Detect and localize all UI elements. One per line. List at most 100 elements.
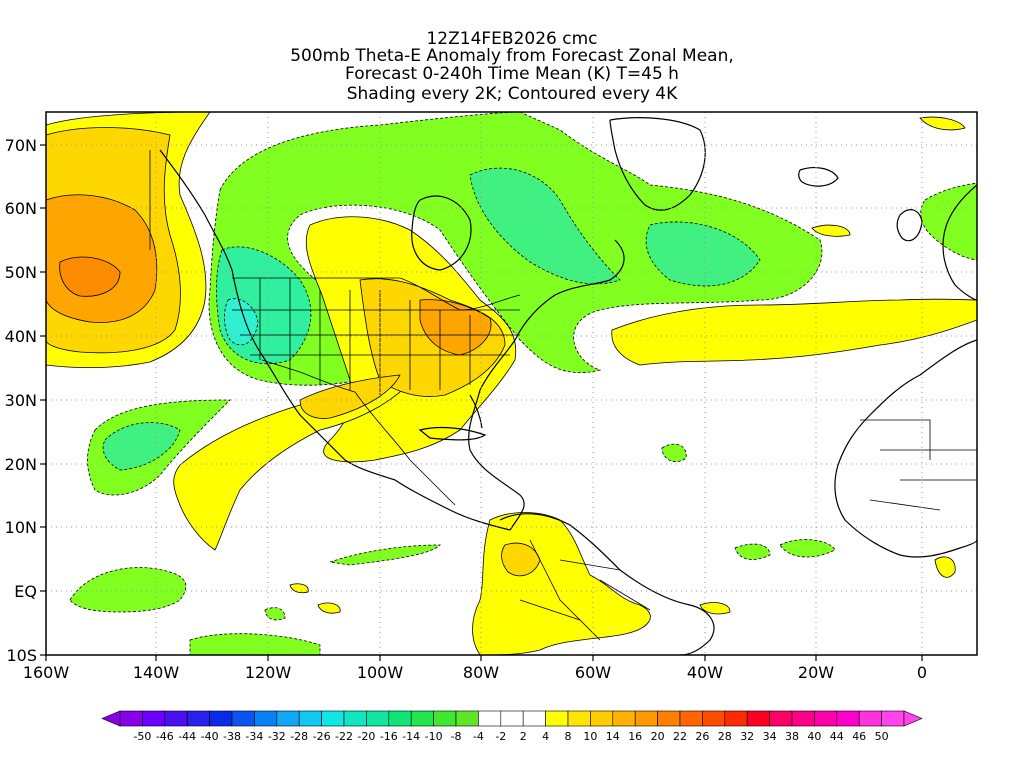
x-axis-labels: 160W 140W 120W 100W 80W 60W 40W 20W 0 [23, 663, 927, 682]
title-line-4: Shading every 2K; Contoured every 4K [347, 84, 678, 104]
plot-frame [45, 111, 978, 656]
colorbar-swatch [657, 710, 681, 727]
orange-region-eastern-us [419, 299, 492, 356]
colorbar [101, 710, 923, 727]
yellow-region-pacific-small-2 [317, 602, 341, 614]
colorbar-label: -34 [245, 730, 263, 743]
green-region-atlantic-1 [734, 543, 771, 560]
colorbar-swatch [545, 710, 569, 727]
colorbar-label: 14 [606, 730, 620, 743]
colorbar-swatch [858, 710, 882, 727]
colorbar-label: 50 [875, 730, 889, 743]
axis-ticks [40, 144, 923, 661]
yellow-region-west-africa [934, 556, 956, 578]
coastline-iceland [798, 167, 839, 187]
green-region-atlantic-2 [779, 539, 836, 558]
cyan-core-pacific-sub [102, 422, 181, 471]
colorbar-label: 4 [542, 730, 549, 743]
coastline-europe [942, 184, 977, 301]
colorbar-label: -16 [380, 730, 398, 743]
green-region-pacific-equator [69, 567, 187, 613]
colorbar-swatch [702, 710, 726, 727]
yellow-region-pacific-small [289, 583, 309, 594]
colorbar-swatch [769, 710, 793, 727]
y-tick-label: 60N [5, 199, 37, 218]
y-tick-label: 50N [5, 263, 37, 282]
dark-orange-core-north-pacific [59, 256, 121, 297]
colorbar-label: -4 [473, 730, 484, 743]
x-tick-label: 20W [798, 663, 834, 682]
colorbar-label: -38 [223, 730, 241, 743]
y-tick-label: EQ [14, 582, 37, 601]
colorbar-label: 22 [673, 730, 687, 743]
coastline-south-america [499, 513, 715, 655]
coastline-uk [896, 209, 923, 242]
colorbar-label: -46 [156, 730, 174, 743]
colorbar-label: -8 [451, 730, 462, 743]
colorbar-swatch [410, 710, 434, 727]
colorbar-swatch [836, 710, 860, 727]
colorbar-swatch [567, 710, 591, 727]
green-region-south-pacific-2 [264, 607, 286, 621]
yellow-region-subtropical-band [173, 369, 422, 551]
colorbar-swatch [142, 710, 166, 727]
colorbar-swatch [455, 710, 479, 727]
x-tick-label: 140W [133, 663, 180, 682]
colorbar-label: -32 [268, 730, 286, 743]
x-tick-label: 100W [357, 663, 404, 682]
colorbar-label: 10 [583, 730, 597, 743]
y-tick-label: 30N [5, 391, 37, 410]
colorbar-label: 32 [740, 730, 754, 743]
y-tick-label: 40N [5, 327, 37, 346]
border-us-mexico [261, 359, 356, 393]
x-tick-label: 0 [917, 663, 927, 682]
border-africa-countries [860, 419, 977, 511]
colorbar-arrow-left [101, 710, 121, 727]
x-tick-label: 120W [245, 663, 292, 682]
colorbar-label: -14 [402, 730, 420, 743]
colorbar-swatch [433, 710, 457, 727]
cyan-core-canada [469, 167, 621, 285]
colorbar-swatch [343, 710, 367, 727]
map-plot-area [46, 112, 977, 655]
border-mexico-central [354, 391, 456, 506]
colorbar-swatch [500, 710, 524, 727]
colorbar-swatch [814, 710, 838, 727]
yellow-region-greenland-patch [811, 224, 851, 237]
x-tick-label: 160W [23, 663, 70, 682]
graticule [46, 112, 977, 655]
colorbar-swatch [388, 710, 412, 727]
yellow-region-atlantic-east [611, 298, 977, 366]
colorbar-swatch [522, 710, 546, 727]
colorbar-label: 20 [651, 730, 665, 743]
colorbar-label: 2 [520, 730, 527, 743]
gold-region-south-america [501, 542, 541, 577]
green-region-south-pacific-1 [189, 633, 321, 655]
y-axis-labels: 70N 60N 50N 40N 30N 20N 10N EQ 10S [5, 136, 37, 665]
coastline-cuba [418, 426, 487, 441]
coastline-africa [834, 339, 977, 558]
border-south-america-countries [519, 539, 651, 641]
colorbar-swatch [298, 710, 322, 727]
colorbar-swatch [478, 710, 502, 727]
colorbar-swatch [209, 710, 233, 727]
colorbar-swatch [590, 710, 614, 727]
colorbar-swatch [119, 710, 143, 727]
y-tick-label: 70N [5, 136, 37, 155]
colorbar-label: -22 [335, 730, 353, 743]
gold-region-gulf [299, 374, 401, 419]
colorbar-swatch [881, 710, 905, 727]
coastline-north-america-east [468, 239, 625, 531]
colorbar-label: -20 [357, 730, 375, 743]
colorbar-swatch [634, 710, 658, 727]
coastlines [159, 117, 977, 655]
colorbar-swatch [791, 710, 815, 727]
colorbar-label: -40 [201, 730, 219, 743]
y-tick-label: 20N [5, 455, 37, 474]
y-tick-label: 10N [5, 518, 37, 537]
colorbar-label: -50 [133, 730, 151, 743]
colorbar-label: -44 [178, 730, 196, 743]
colorbar-label: -26 [313, 730, 331, 743]
colorbar-labels: -50 -46 -44 -40 -38 -34 -32 -28 -26 -22 -20 -16 -14-… [133, 730, 888, 743]
